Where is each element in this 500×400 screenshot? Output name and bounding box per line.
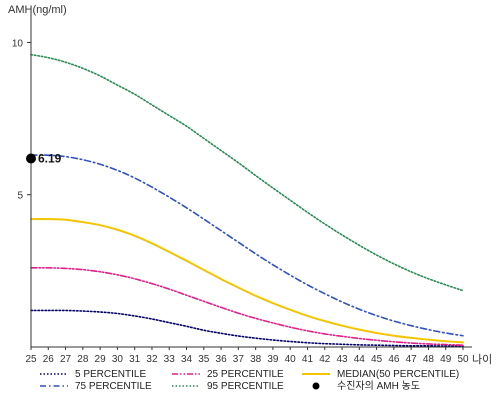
- x-tick-label: 31: [129, 354, 141, 365]
- y-ticks: 5 10: [12, 38, 31, 202]
- legend-item-95-percentile: 95 PERCENTILE: [172, 381, 284, 392]
- legend-item-75-percentile: 75 PERCENTILE: [40, 381, 152, 392]
- series-line-95-percentile: [30, 53, 464, 292]
- x-tick-label: 37: [233, 354, 245, 365]
- y-tick-label: 5: [17, 191, 23, 202]
- legend-item-25-percentile: 25 PERCENTILE: [172, 369, 284, 380]
- legend-item-amh: 수진자의 AMH 농도: [312, 380, 420, 392]
- legend-swatch-dot: [312, 382, 320, 390]
- x-tick-label: 45: [371, 354, 383, 365]
- series-line-25-percentile: [30, 266, 464, 346]
- x-tick-label: 30: [112, 354, 124, 365]
- axes: 5 10 25 26 27 28 29 30 31 32 33 34 35 36 37 38 39 40 41 42…: [8, 4, 492, 366]
- x-ticks: 25 26 27 28 29 30 31 32 33 34 35 36 37 38 39 40 41 42 43 44…: [25, 347, 469, 365]
- x-tick-label: 35: [198, 354, 210, 365]
- x-tick-label: 27: [60, 354, 72, 365]
- patient-amh-value-label: 6.19: [38, 151, 62, 165]
- legend-label: MEDIAN(50 PERCENTILE): [337, 369, 459, 380]
- x-tick-label: 39: [267, 354, 279, 365]
- x-tick-label: 50: [457, 354, 469, 365]
- x-tick-label: 42: [319, 354, 331, 365]
- y-tick-label: 10: [12, 38, 24, 49]
- x-tick-label: 34: [181, 354, 193, 365]
- x-tick-label: 41: [302, 354, 314, 365]
- x-tick-label: 38: [250, 354, 262, 365]
- plot-series: [30, 53, 464, 347]
- legend-item-median-50-percentile: MEDIAN(50 PERCENTILE): [302, 369, 459, 380]
- series-line-5-percentile: [30, 309, 464, 347]
- legend-label: 5 PERCENTILE: [75, 369, 146, 380]
- x-tick-label: 40: [285, 354, 297, 365]
- x-tick-label: 46: [388, 354, 400, 365]
- y-axis-title: AMH(ng/ml): [8, 4, 67, 16]
- series-line-75-percentile: [30, 154, 464, 337]
- legend-label: 95 PERCENTILE: [207, 381, 284, 392]
- patient-marker-group: 6.19: [26, 151, 62, 165]
- series-line-median-50-percentile: [30, 218, 464, 344]
- legend-item-5-percentile: 5 PERCENTILE: [40, 369, 146, 380]
- x-tick-label: 36: [216, 354, 228, 365]
- x-tick-label: 47: [406, 354, 418, 365]
- x-tick-label: 48: [423, 354, 435, 365]
- legend-label: 수진자의 AMH 농도: [337, 380, 420, 392]
- x-axis-title: 나이: [472, 353, 492, 366]
- x-tick-label: 28: [77, 354, 89, 365]
- x-tick-label: 49: [440, 354, 452, 365]
- x-tick-label: 29: [95, 354, 107, 365]
- legend-label: 25 PERCENTILE: [207, 369, 284, 380]
- x-tick-label: 43: [336, 354, 348, 365]
- patient-amh-point: [26, 153, 36, 164]
- legend-label: 75 PERCENTILE: [75, 381, 152, 392]
- x-tick-label: 25: [25, 354, 37, 365]
- x-tick-label: 32: [146, 354, 158, 365]
- x-tick-label: 44: [354, 354, 366, 365]
- x-tick-label: 33: [164, 354, 176, 365]
- x-tick-label: 26: [43, 354, 55, 365]
